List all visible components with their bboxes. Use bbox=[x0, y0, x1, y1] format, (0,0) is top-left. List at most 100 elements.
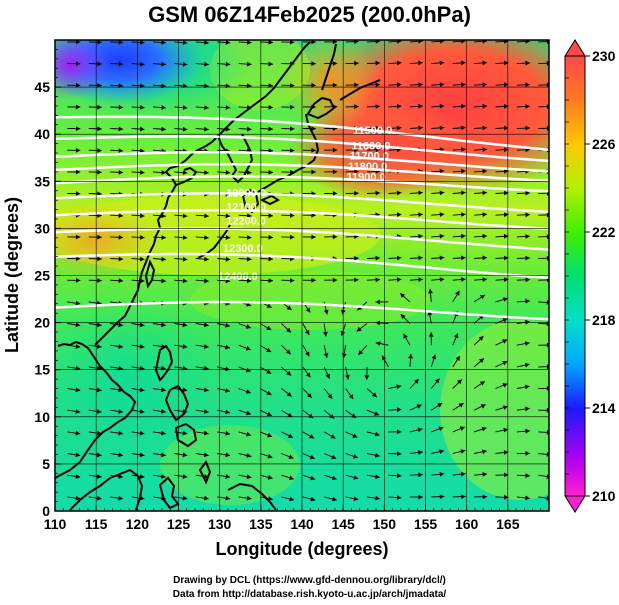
wind-arrow-head bbox=[247, 235, 252, 240]
wind-arrow-head bbox=[75, 365, 81, 371]
x-tick-label: 160 bbox=[455, 516, 479, 532]
wind-arrow-head bbox=[225, 235, 231, 240]
wind-arrow-head bbox=[396, 384, 402, 390]
wind-arrow-head bbox=[305, 329, 310, 335]
wind-arrow-head bbox=[502, 361, 508, 366]
coast-korea bbox=[217, 133, 254, 184]
x-tick-label: 165 bbox=[496, 516, 520, 532]
wind-arrow-head bbox=[97, 40, 102, 45]
coast-hokkaido bbox=[306, 96, 336, 120]
wind-arrow-head bbox=[375, 82, 380, 88]
wind-arrow-head bbox=[247, 40, 252, 45]
wind-arrow-head bbox=[455, 356, 460, 361]
coast-asia-mainland bbox=[55, 340, 137, 479]
wind-arrow-head bbox=[354, 255, 359, 261]
wind-arrow-head bbox=[285, 349, 291, 355]
wind-arrow-head bbox=[503, 427, 509, 433]
wind-arrow-head bbox=[332, 82, 338, 88]
wind-arrow-head bbox=[225, 388, 230, 393]
wind-arrow-head bbox=[439, 277, 445, 282]
wind-arrow-head bbox=[503, 103, 509, 109]
wind-arrow-head bbox=[396, 473, 402, 479]
wind-arrow-head bbox=[204, 322, 209, 328]
wind-arrow-head bbox=[204, 430, 209, 436]
wind-arrow-head bbox=[525, 212, 530, 218]
contour-label: 11700.0 bbox=[350, 151, 389, 163]
contour-label: 11800.0 bbox=[348, 161, 387, 173]
wind-arrow-head bbox=[461, 60, 466, 66]
wind-arrow-head bbox=[332, 234, 338, 240]
wind-arrow-head bbox=[414, 379, 419, 384]
wind-arrow-head bbox=[460, 471, 466, 477]
wind-arrow-head bbox=[310, 475, 316, 481]
wind-arrow-head bbox=[290, 104, 295, 110]
wind-arrow-head bbox=[96, 322, 102, 328]
wind-arrow-head bbox=[478, 336, 484, 341]
wind-arrow-head bbox=[118, 61, 124, 67]
wind-arrow-head bbox=[182, 61, 188, 67]
wind-arrow-head bbox=[246, 453, 252, 458]
wind-arrow-head bbox=[161, 430, 166, 436]
wind-arrow-head bbox=[225, 213, 231, 219]
wind-arrow-head bbox=[290, 126, 295, 132]
wind-arrow-head bbox=[482, 255, 487, 261]
wind-arrow-head bbox=[97, 126, 102, 132]
wind-arrow-head bbox=[75, 104, 81, 110]
wind-arrow-head bbox=[416, 404, 422, 409]
y-tick-label: 25 bbox=[34, 268, 50, 284]
wind-arrow-head bbox=[482, 168, 487, 174]
wind-arrow-head bbox=[75, 147, 81, 153]
wind-arrow-head bbox=[482, 494, 488, 500]
contour-label: 12300.0 bbox=[223, 243, 263, 255]
wind-streamline bbox=[538, 474, 549, 478]
wind-arrow-head bbox=[418, 472, 423, 478]
wind-arrow-head bbox=[140, 170, 145, 175]
wind-arrow-head bbox=[266, 347, 272, 352]
wind-arrow-head bbox=[161, 452, 166, 458]
wind-arrow-head bbox=[396, 60, 402, 66]
wind-arrow-head bbox=[459, 426, 465, 431]
contour-label: 12100.0 bbox=[226, 202, 266, 214]
wind-arrow-head bbox=[118, 104, 124, 110]
wind-arrow-head bbox=[267, 453, 273, 459]
wind-arrow-head bbox=[266, 325, 272, 330]
wind-arrow-head bbox=[204, 61, 209, 67]
wind-arrow-head bbox=[375, 255, 380, 261]
wind-arrow-head bbox=[309, 454, 315, 460]
wind-arrow-head bbox=[75, 169, 81, 175]
wind-arrow-head bbox=[118, 278, 124, 283]
wind-arrow-head bbox=[268, 148, 273, 153]
wind-arrow-head bbox=[161, 387, 166, 393]
wind-arrow-head bbox=[96, 365, 102, 371]
wind-arrow-head bbox=[458, 403, 464, 408]
wind-arrow-head bbox=[418, 190, 423, 196]
wind-arrow-head bbox=[97, 169, 102, 175]
colorbar: 210 214 218 222 226 230 bbox=[564, 39, 616, 513]
y-tick-label: 45 bbox=[34, 79, 50, 95]
wind-arrow-head bbox=[418, 277, 423, 282]
wind-arrow-head bbox=[482, 40, 487, 44]
wind-arrow-head bbox=[290, 278, 295, 283]
wind-arrow-head bbox=[204, 170, 209, 175]
wind-arrow-head bbox=[118, 344, 123, 349]
wind-arrow-head bbox=[140, 235, 145, 240]
wind-arrow-head bbox=[118, 452, 123, 458]
wind-arrow-head bbox=[290, 148, 295, 153]
wind-arrow-head bbox=[525, 298, 530, 304]
x-tick-label: 125 bbox=[167, 516, 191, 532]
wind-arrow-head bbox=[418, 494, 423, 500]
wind-arrow-head bbox=[290, 40, 295, 45]
wind-arrow-head bbox=[331, 454, 337, 460]
wind-arrow-head bbox=[525, 125, 530, 131]
wind-arrow-head bbox=[204, 105, 209, 110]
wind-arrow-head bbox=[525, 60, 530, 66]
wind-arrow-head bbox=[75, 322, 81, 328]
coast-china-east bbox=[94, 41, 311, 346]
wind-arrow-head bbox=[287, 412, 293, 418]
wind-arrow-head bbox=[524, 362, 530, 368]
wind-arrow-head bbox=[75, 234, 81, 240]
wind-arrow-head bbox=[161, 409, 166, 414]
wind-arrow-head bbox=[311, 212, 316, 218]
wind-arrow-head bbox=[225, 105, 231, 110]
x-tick-label: 130 bbox=[208, 516, 232, 532]
